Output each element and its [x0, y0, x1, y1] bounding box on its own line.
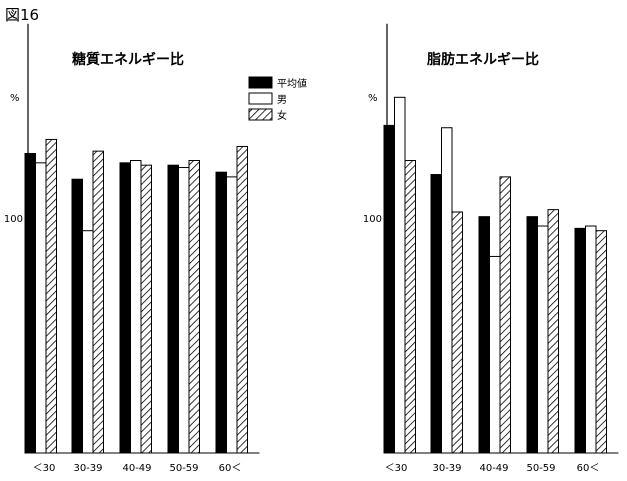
- bar-male: [130, 160, 142, 454]
- legend-label: 女: [277, 109, 287, 122]
- x-tick-label: ＜30: [385, 463, 408, 474]
- bar-male: [585, 225, 597, 454]
- bar-mean: [383, 124, 395, 454]
- y-unit-label: %: [10, 93, 20, 104]
- bar-mean: [526, 216, 538, 454]
- x-tick-label: 50-59: [169, 463, 198, 474]
- x-tick-label: 40-49: [122, 463, 151, 474]
- y-tick-label: 100: [4, 214, 23, 225]
- bar-female: [92, 150, 104, 454]
- x-tick-label: ＜30: [33, 463, 56, 474]
- legend-label: 男: [277, 94, 287, 106]
- bar-female: [45, 138, 57, 454]
- bar-male: [537, 225, 549, 454]
- figure-label: 図16: [5, 6, 40, 24]
- bar-female: [595, 230, 607, 454]
- bar-mean: [71, 178, 83, 454]
- bar-male: [226, 176, 238, 454]
- bar-male: [441, 127, 453, 454]
- bar-mean: [119, 162, 131, 454]
- bar-mean: [24, 152, 36, 454]
- bar-female: [236, 145, 248, 454]
- x-tick-label: 60＜: [577, 463, 600, 474]
- bar-mean: [167, 164, 179, 454]
- x-tick-label: 50-59: [526, 463, 555, 474]
- bar-mean: [478, 216, 490, 454]
- bar-female: [188, 160, 200, 454]
- bar-male: [489, 255, 501, 454]
- bar-female: [404, 160, 416, 454]
- x-tick-label: 60＜: [219, 463, 242, 474]
- chart-title: 糖質エネルギー比: [72, 51, 184, 68]
- bar-female: [140, 164, 152, 454]
- chart-fat: 脂肪エネルギー比% 100 ＜30 30-39 40-49 50-59 60＜: [363, 23, 619, 474]
- x-tick-label: 30-39: [73, 463, 102, 474]
- bar-female: [547, 209, 559, 454]
- x-tick-label: 40-49: [479, 463, 508, 474]
- legend-label: 平均値: [277, 77, 307, 90]
- bar-mean: [215, 171, 227, 454]
- x-tick-label: 30-39: [432, 463, 461, 474]
- legend-swatch: [248, 76, 273, 89]
- bar-mean: [574, 227, 586, 454]
- y-unit-label: %: [368, 93, 378, 104]
- legend-swatch: [248, 108, 273, 121]
- chart-title: 脂肪エネルギー比: [426, 51, 539, 68]
- bar-mean: [430, 174, 442, 454]
- bar-male: [178, 167, 190, 454]
- bar-female: [499, 176, 511, 454]
- bar-male: [394, 96, 406, 454]
- bar-female: [451, 211, 463, 454]
- bar-male: [82, 230, 94, 454]
- legend-swatch: [248, 92, 273, 105]
- chart-carbohydrate: 糖質エネルギー比% 100 ＜30 30-39 40-49 50-59 60＜: [4, 23, 260, 474]
- bar-male: [35, 162, 47, 454]
- y-tick-label: 100: [363, 214, 382, 225]
